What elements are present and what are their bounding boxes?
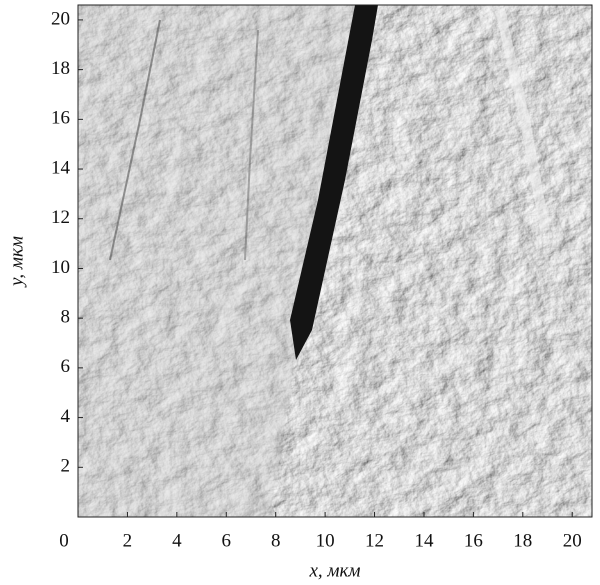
x-tick-label: 8 <box>271 530 281 551</box>
y-tick-label: 2 <box>61 456 71 477</box>
x-tick-label: 6 <box>222 530 232 551</box>
x-tick-label: 14 <box>414 530 434 551</box>
x-tick-label: 20 <box>563 530 582 551</box>
y-tick-label: 8 <box>61 307 71 328</box>
y-tick-label: 4 <box>61 406 71 427</box>
x-tick-label: 4 <box>172 530 182 551</box>
x-tick-label: 18 <box>513 530 532 551</box>
x-tick-label: 16 <box>464 530 483 551</box>
y-tick-label: 16 <box>51 108 70 129</box>
afm-image <box>78 5 592 517</box>
x-tick-label: 10 <box>316 530 335 551</box>
x-axis-label: x, мкм <box>308 560 360 581</box>
y-axis-label: y, мкм <box>6 236 27 288</box>
y-tick-label: 14 <box>51 157 71 178</box>
figure: x, мкм y, мкм 0 2 4 6 8 10 12 14 16 18 20 2 4 6 8 10 12 1… <box>0 0 600 585</box>
x-tick-label: 12 <box>365 530 384 551</box>
y-tick-label: 12 <box>51 207 70 228</box>
x-tick-label: 2 <box>123 530 133 551</box>
x-tick-label: 0 <box>59 530 69 551</box>
y-tick-label: 6 <box>61 356 71 377</box>
y-tick-label: 10 <box>51 257 70 278</box>
y-tick-label: 20 <box>51 8 70 29</box>
y-tick-label: 18 <box>51 58 70 79</box>
